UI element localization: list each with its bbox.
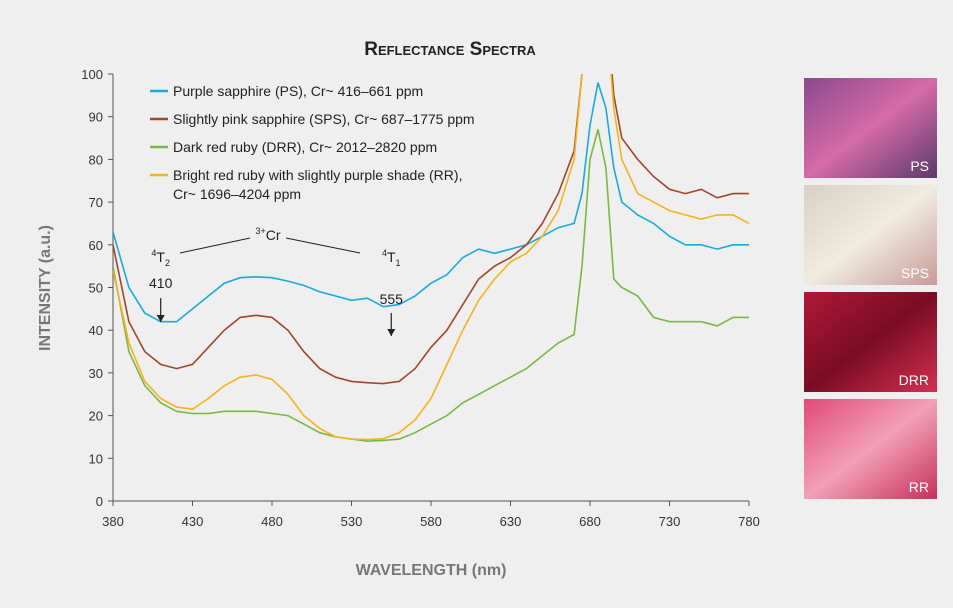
photo bbox=[804, 185, 937, 285]
y-tick-label: 50 bbox=[89, 281, 103, 296]
y-tick-label: 90 bbox=[89, 110, 103, 125]
photo-label: DRR bbox=[899, 372, 929, 388]
term-label: 4T2 bbox=[151, 248, 170, 268]
term-sub: 1 bbox=[396, 258, 401, 268]
x-tick-label: 580 bbox=[420, 514, 442, 529]
y-tick-label: 100 bbox=[81, 67, 103, 82]
y-axis-title: INTENSITY (a.u.) bbox=[37, 225, 54, 351]
y-tick-label: 20 bbox=[89, 409, 103, 424]
chart-title: Reflectance Spectra bbox=[364, 39, 536, 60]
marker-label: 555 bbox=[380, 291, 404, 307]
photo-label: PS bbox=[910, 158, 929, 174]
photo bbox=[804, 78, 937, 178]
x-tick-label: 380 bbox=[102, 514, 124, 529]
series-line bbox=[113, 74, 749, 385]
legend-label: Slightly pink sapphire (SPS), Cr~ 687–17… bbox=[173, 111, 475, 127]
term-sup: 4 bbox=[151, 248, 156, 258]
marker-label: 410 bbox=[149, 275, 173, 291]
legend-label: Bright red ruby with slightly purple sha… bbox=[173, 167, 462, 202]
photo-label: RR bbox=[909, 479, 929, 495]
photo bbox=[804, 292, 937, 392]
ion-label: 3+Cr bbox=[255, 226, 280, 243]
term-text: T bbox=[387, 249, 396, 265]
y-tick-label: 10 bbox=[89, 451, 103, 466]
y-tick-label: 70 bbox=[89, 195, 103, 210]
x-tick-label: 630 bbox=[500, 514, 522, 529]
connector bbox=[285, 237, 361, 254]
y-tick-label: 30 bbox=[89, 366, 103, 381]
term-label: 4T1 bbox=[382, 248, 401, 268]
series-line bbox=[113, 82, 749, 323]
x-tick-label: 730 bbox=[659, 514, 681, 529]
y-tick-label: 0 bbox=[96, 494, 103, 509]
photo bbox=[804, 399, 937, 499]
x-tick-label: 780 bbox=[738, 514, 760, 529]
x-tick-label: 530 bbox=[341, 514, 363, 529]
term-text: T bbox=[156, 249, 165, 265]
term-sub: 2 bbox=[165, 258, 170, 268]
x-tick-label: 430 bbox=[182, 514, 204, 529]
y-tick-label: 80 bbox=[89, 152, 103, 167]
x-axis-title: WAVELENGTH (nm) bbox=[356, 562, 507, 579]
series-line bbox=[113, 129, 749, 443]
x-tick-label: 480 bbox=[261, 514, 283, 529]
legend-label: Purple sapphire (PS), Cr~ 416–661 ppm bbox=[173, 83, 423, 99]
arrow-head bbox=[387, 329, 396, 336]
legend-label: Dark red ruby (DRR), Cr~ 2012–2820 ppm bbox=[173, 139, 437, 155]
term-sup: 3+ bbox=[255, 226, 265, 236]
arrow-head bbox=[156, 315, 165, 322]
plot-area bbox=[113, 74, 750, 443]
photo-label: SPS bbox=[901, 265, 929, 281]
y-tick-label: 40 bbox=[89, 323, 103, 338]
term-text: Cr bbox=[266, 227, 281, 243]
y-tick-label: 60 bbox=[89, 238, 103, 253]
series-line bbox=[113, 74, 750, 441]
connector bbox=[179, 237, 251, 254]
term-sup: 4 bbox=[382, 248, 387, 258]
x-tick-label: 680 bbox=[579, 514, 601, 529]
